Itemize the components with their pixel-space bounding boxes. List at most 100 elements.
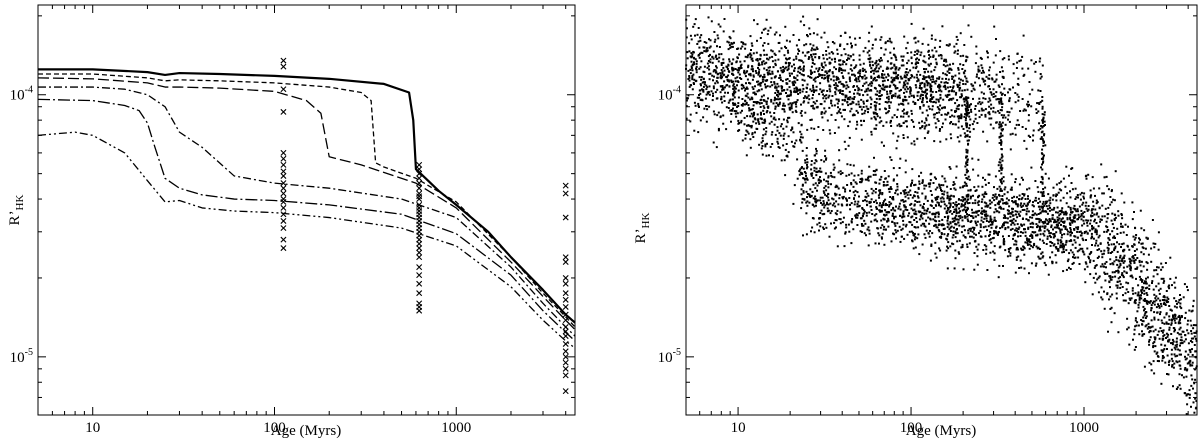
scatter-point <box>774 54 777 56</box>
scatter-point <box>888 190 891 193</box>
scatter-point <box>842 69 845 72</box>
scatter-point <box>1036 102 1039 105</box>
scatter-point <box>844 232 847 235</box>
scatter-point <box>756 23 759 26</box>
scatter-point <box>1122 261 1125 264</box>
scatter-point <box>1175 340 1178 343</box>
scatter-point <box>999 135 1002 138</box>
scatter-point <box>949 98 952 101</box>
scatter-point <box>1147 301 1150 303</box>
scatter-point <box>767 73 770 76</box>
scatter-point <box>720 95 723 98</box>
scatter-point <box>1153 300 1156 303</box>
scatter-point <box>1159 311 1162 314</box>
scatter-point <box>956 204 958 206</box>
scatter-point <box>752 104 755 107</box>
scatter-point <box>958 77 961 80</box>
scatter-point <box>712 95 714 97</box>
scatter-point <box>952 206 955 208</box>
scatter-point <box>971 123 974 126</box>
scatter-point <box>717 37 720 40</box>
scatter-point <box>809 188 812 191</box>
scatter-point <box>977 200 980 203</box>
scatter-point <box>974 81 977 84</box>
scatter-point <box>946 267 949 270</box>
scatter-point <box>813 166 816 169</box>
scatter-point <box>731 81 734 84</box>
scatter-point <box>1040 166 1042 169</box>
scatter-point <box>925 229 928 232</box>
scatter-point <box>774 85 777 88</box>
scatter-point <box>714 55 717 58</box>
scatter-point <box>858 212 861 215</box>
scatter-point <box>766 110 769 112</box>
scatter-point <box>782 144 785 147</box>
scatter-point <box>918 218 921 221</box>
scatter-point <box>823 191 826 194</box>
scatter-point <box>804 95 807 98</box>
scatter-point <box>1081 237 1084 240</box>
scatter-point <box>1058 182 1061 185</box>
scatter-point <box>1028 103 1030 106</box>
scatter-point <box>1094 208 1097 211</box>
scatter-point <box>1047 193 1050 196</box>
scatter-point <box>1104 207 1107 210</box>
scatter-point <box>1183 340 1186 343</box>
scatter-point <box>764 27 767 30</box>
scatter-point <box>897 135 900 138</box>
scatter-point <box>793 63 795 66</box>
scatter-point <box>702 85 705 88</box>
scatter-point <box>981 212 984 215</box>
scatter-point <box>1038 229 1041 232</box>
scatter-point <box>958 81 961 84</box>
scatter-point <box>699 83 702 86</box>
scatter-point <box>903 82 906 85</box>
scatter-point <box>989 251 992 254</box>
scatter-point <box>1085 201 1088 204</box>
scatter-point <box>826 207 829 210</box>
scatter-point <box>989 206 992 209</box>
scatter-point <box>1088 257 1090 260</box>
scatter-point <box>1086 247 1089 250</box>
scatter-point <box>925 219 927 222</box>
scatter-point <box>961 246 964 248</box>
scatter-point <box>997 98 1000 101</box>
scatter-point <box>957 104 960 107</box>
scatter-point <box>949 167 952 170</box>
scatter-point <box>850 102 853 105</box>
scatter-point <box>960 203 963 206</box>
scatter-point <box>996 234 999 236</box>
scatter-point <box>1039 57 1042 60</box>
scatter-point <box>755 127 758 130</box>
scatter-point <box>1173 281 1176 284</box>
scatter-point <box>1098 207 1101 210</box>
scatter-point <box>811 203 814 206</box>
scatter-point <box>894 229 897 232</box>
scatter-point <box>888 187 891 190</box>
scatter-point <box>782 102 785 105</box>
scatter-point <box>1178 333 1181 336</box>
scatter-point <box>803 79 806 82</box>
scatter-point <box>697 104 700 107</box>
scatter-point <box>992 250 995 253</box>
scatter-point <box>1169 277 1172 280</box>
scatter-point <box>802 191 805 194</box>
scatter-point <box>899 125 902 128</box>
scatter-point <box>1103 249 1106 252</box>
scatter-point <box>857 205 860 208</box>
scatter-point <box>1119 231 1122 234</box>
scatter-point <box>1027 210 1030 213</box>
scatter-point <box>874 106 877 109</box>
scatter-point <box>863 74 866 77</box>
scatter-point <box>905 99 908 102</box>
scatter-point <box>888 107 891 109</box>
scatter-point <box>698 76 701 79</box>
scatter-point <box>839 170 842 173</box>
scatter-point <box>949 63 951 66</box>
scatter-point <box>1160 343 1163 346</box>
scatter-point <box>1050 224 1053 227</box>
scatter-point <box>1179 318 1181 321</box>
scatter-point <box>823 61 826 64</box>
scatter-point <box>1004 227 1007 229</box>
scatter-point <box>857 111 859 114</box>
